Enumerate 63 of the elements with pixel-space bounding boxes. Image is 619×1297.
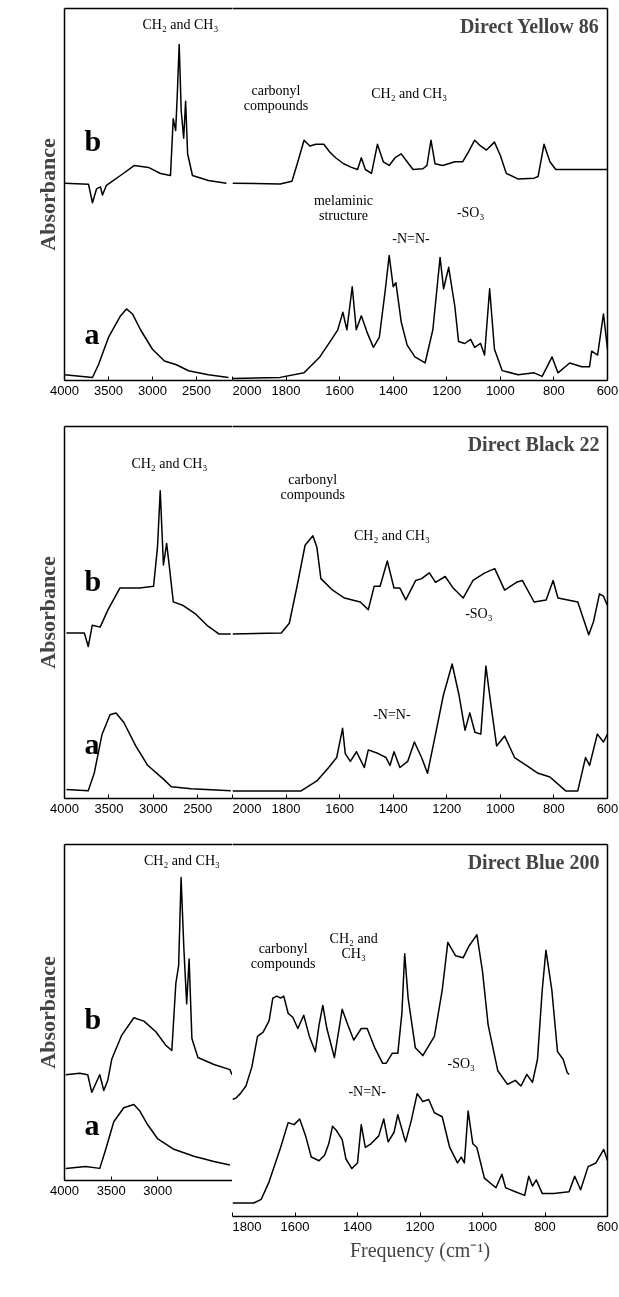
text: CH₂ and CH₃ — [144, 852, 220, 868]
annotation: -SO₃ — [465, 606, 493, 622]
x-tick-label: 2500 — [181, 382, 211, 398]
annotation: carbonyl compounds — [250, 941, 316, 972]
x-tick-label: 2000 — [232, 800, 262, 816]
x-tick-label: 600 — [596, 800, 619, 816]
x-tick-label: 800 — [543, 800, 565, 816]
series-label: b — [84, 123, 102, 157]
series-label: b — [84, 1001, 102, 1035]
text: carbonyl compounds — [280, 471, 346, 502]
y-axis-title: Absorbance — [34, 556, 60, 669]
series-label: a — [84, 726, 100, 760]
annotation: CH₂ and CH₃ — [353, 528, 430, 544]
x-tick-label: 1400 — [378, 382, 408, 398]
x-tick-label: 1400 — [343, 1218, 372, 1234]
x-tick-label: 3000 — [143, 1182, 173, 1198]
annotation: -N=N- — [392, 230, 431, 246]
x-tick-label: 3000 — [138, 800, 168, 816]
x-tick-label: 1000 — [468, 1218, 497, 1234]
x-tick-label: 3500 — [94, 382, 123, 398]
x-tick-label: 1800 — [271, 382, 301, 398]
annotation: CH₂ and CH₃ — [329, 931, 378, 962]
annotation: melaminic structure — [313, 193, 374, 224]
x-tick-label: 1800 — [271, 800, 301, 816]
x-tick-label: 1600 — [280, 1218, 310, 1234]
x-tick-label: 3000 — [138, 382, 167, 398]
chart-title: Direct Yellow 86 — [459, 14, 599, 37]
text: CH₂ and CH₃ — [371, 85, 448, 101]
y-axis-title: Absorbance — [34, 956, 60, 1069]
x-tick-label: 600 — [596, 1218, 619, 1234]
x-tick-label: 1600 — [325, 382, 355, 398]
x-tick-label: 4000 — [50, 382, 79, 398]
x-tick-label: 4000 — [50, 800, 79, 816]
x-axis-title: Frequency (cm⁻¹) — [349, 1238, 491, 1262]
x-tick-label: 1400 — [378, 800, 408, 816]
text: carbonyl compounds — [243, 83, 309, 114]
chart-title: Direct Blue 200 — [467, 850, 600, 873]
series-label: a — [84, 1107, 100, 1141]
x-tick-label: 1200 — [432, 800, 462, 816]
x-tick-label: 2500 — [183, 800, 213, 816]
x-tick-label: 1200 — [405, 1218, 435, 1234]
text: CH₂ and CH₃ — [131, 456, 208, 472]
x-tick-label: 800 — [534, 1218, 556, 1234]
x-tick-label: 1000 — [485, 382, 515, 398]
x-tick-label: 3500 — [96, 1182, 126, 1198]
annotation: -N=N- — [373, 707, 411, 723]
y-axis-title: Absorbance — [34, 138, 60, 251]
x-tick-label: 1200 — [432, 382, 462, 398]
x-tick-label: 4000 — [50, 1182, 79, 1198]
x-tick-label: 3500 — [94, 800, 124, 816]
annotation: -N=N- — [348, 1084, 387, 1100]
x-tick-label: 1800 — [232, 1218, 262, 1234]
x-tick-label: 800 — [543, 382, 565, 398]
series-label: b — [84, 563, 102, 597]
chart-title: Direct Black 22 — [467, 432, 600, 455]
annotation: -SO₃ — [456, 204, 485, 220]
x-tick-label: 2000 — [232, 382, 262, 398]
x-tick-label: 1600 — [325, 800, 355, 816]
text: CH₂ and CH₃ — [142, 16, 219, 32]
series-label: a — [84, 317, 100, 350]
annotation: -SO₃ — [447, 1055, 476, 1071]
x-tick-label: 1000 — [485, 800, 515, 816]
x-tick-label: 600 — [596, 382, 619, 398]
